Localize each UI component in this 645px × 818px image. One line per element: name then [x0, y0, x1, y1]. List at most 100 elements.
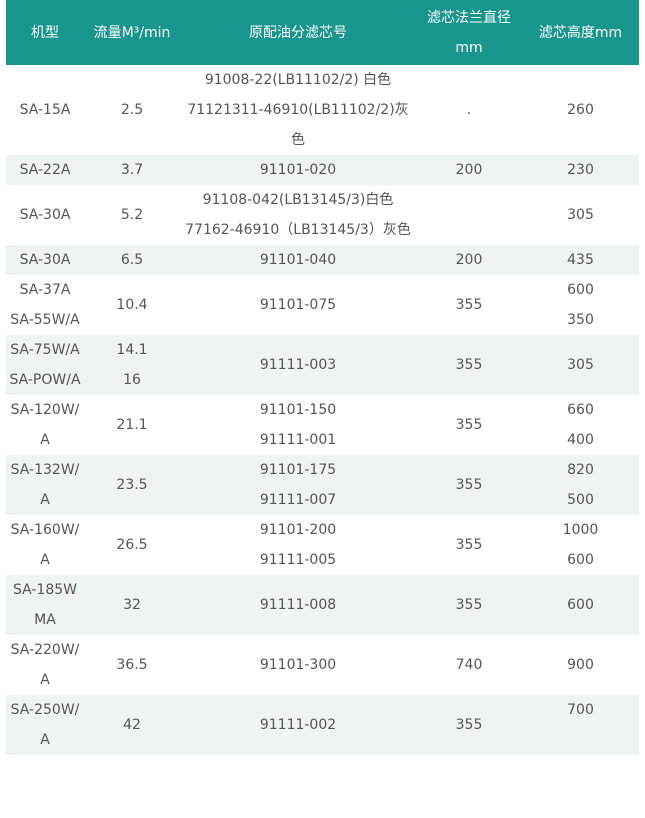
flow-cell-line: 32 — [123, 597, 141, 613]
filter-height-cell-line: 820 — [567, 462, 594, 478]
flange-diameter-cell — [416, 185, 522, 245]
filter-number-cell-line: 91101-200 — [259, 522, 337, 538]
flange-diameter-cell: 355 — [416, 515, 522, 575]
flange-diameter-cell-line: 200 — [455, 252, 483, 268]
filter-number-cell-line: 91101-150 — [259, 402, 337, 418]
filter-height-cell-line: 400 — [567, 432, 594, 448]
filter-number-cell-line: 77162-46910（LB13145/3）灰色 — [185, 222, 411, 238]
filter-height-cell-line: 435 — [567, 252, 594, 268]
filter-height-cell-line: 900 — [567, 657, 594, 673]
table-row: SA-15A 2.5 91008-22(LB11102/2) 白色 71121311-… — [6, 65, 639, 155]
flange-diameter-cell-line: 355 — [455, 477, 483, 493]
flange-diameter-cell: 355 — [416, 335, 522, 395]
filter-spec-table: 机型 流量M³/min 原配油分滤芯号 滤芯法兰直径 mm 滤芯高度mm SA-… — [6, 0, 639, 755]
flow-cell: 2.5 — [84, 65, 180, 155]
flow-cell: 26.5 — [84, 515, 180, 575]
model-cell: SA-120W/A — [6, 395, 84, 455]
model-cell-line: SA-250W/A — [10, 702, 80, 748]
flange-diameter-cell: 355 — [416, 695, 522, 755]
flow-cell: 23.5 — [84, 455, 180, 515]
flow-cell: 21.1 — [84, 395, 180, 455]
filter-height-cell: 305 — [522, 185, 639, 245]
table-header: 机型 流量M³/min 原配油分滤芯号 滤芯法兰直径 mm 滤芯高度mm — [6, 0, 639, 65]
filter-height-cell: 900 — [522, 635, 639, 695]
flow-cell: 42 — [84, 695, 180, 755]
table-body: SA-15A 2.5 91008-22(LB11102/2) 白色 71121311-… — [6, 65, 639, 755]
filter-number-cell-line: 91008-22(LB11102/2) 白色 — [204, 72, 392, 88]
flow-cell-line: 21.1 — [116, 417, 148, 433]
model-cell-line: SA-220W/A — [10, 642, 80, 688]
model-cell: SA-132W/A — [6, 455, 84, 515]
filter-height-cell-line: 350 — [567, 312, 594, 328]
filter-number-cell-line: 91101-020 — [259, 162, 337, 178]
flow-cell: 10.4 — [84, 275, 180, 335]
filter-number-cell-line: 71121311-46910(LB11102/2)灰色 — [187, 102, 409, 148]
model-cell: SA-160W/A — [6, 515, 84, 575]
filter-height-cell: 230 — [522, 155, 639, 185]
header-flange-diameter: 滤芯法兰直径 mm — [427, 9, 511, 56]
model-cell-line: SA-22A — [19, 162, 71, 178]
model-cell-line: SA-55W/A — [10, 312, 80, 328]
table-row: SA-30A 6.5 91101-040 200 435 — [6, 245, 639, 275]
filter-number-cell: 91101-150 91111-001 — [180, 395, 416, 455]
filter-number-cell: 91101-040 — [180, 245, 416, 275]
table-row: SA-75W/A SA-POW/A 14.1 16 91111-003 355 305 — [6, 335, 639, 395]
flange-diameter-cell-line: 355 — [455, 597, 483, 613]
filter-height-cell-line: 600 — [567, 552, 594, 568]
filter-number-cell-line: 91111-002 — [259, 717, 337, 733]
filter-number-cell-line: 91111-008 — [259, 597, 337, 613]
model-cell: SA-30A — [6, 185, 84, 245]
model-cell: SA-22A — [6, 155, 84, 185]
flange-diameter-cell: 200 — [416, 245, 522, 275]
filter-height-cell: 435 — [522, 245, 639, 275]
filter-number-cell-line: 91111-007 — [259, 492, 337, 508]
table-row: SA-160W/A 26.5 91101-200 91111-005 355 1000 60… — [6, 515, 639, 575]
model-cell-line: SA-160W/A — [10, 522, 80, 568]
filter-number-cell: 91101-175 91111-007 — [180, 455, 416, 515]
flow-cell-line: 16 — [123, 372, 141, 388]
model-cell: SA-75W/A SA-POW/A — [6, 335, 84, 395]
filter-height-cell-line: 305 — [567, 207, 594, 223]
flow-cell: 36.5 — [84, 635, 180, 695]
model-cell-line: SA-30A — [19, 252, 71, 268]
flange-diameter-cell: 355 — [416, 455, 522, 515]
filter-height-cell-line: 1000 — [562, 522, 599, 538]
table-row: SA-250W/A 42 91111-002 355 700 — [6, 695, 639, 755]
flange-diameter-cell-line: 355 — [455, 717, 483, 733]
flow-cell: 5.2 — [84, 185, 180, 245]
header-row: 机型 流量M³/min 原配油分滤芯号 滤芯法兰直径 mm 滤芯高度mm — [6, 0, 639, 65]
table-row: SA-37A SA-55W/A 10.4 91101-075 355 600 350 — [6, 275, 639, 335]
filter-height-cell-line: 305 — [567, 357, 594, 373]
flange-diameter-cell-line: 740 — [455, 657, 483, 673]
filter-height-cell: 700 — [522, 695, 639, 755]
flow-cell: 14.1 16 — [84, 335, 180, 395]
filter-number-cell-line: 91101-175 — [259, 462, 337, 478]
filter-height-cell-line: 700 — [567, 702, 594, 718]
model-cell-line: SA-132W/A — [10, 462, 80, 508]
model-cell: SA-185WMA — [6, 575, 84, 635]
filter-height-cell: 305 — [522, 335, 639, 395]
flange-diameter-cell: . — [416, 65, 522, 155]
filter-number-cell: 91101-200 91111-005 — [180, 515, 416, 575]
model-cell: SA-15A — [6, 65, 84, 155]
flange-diameter-cell: 355 — [416, 575, 522, 635]
filter-number-cell: 91111-003 — [180, 335, 416, 395]
filter-number-cell: 91111-002 — [180, 695, 416, 755]
table-row: SA-30A 5.2 91108-042(LB13145/3)白色 77162-469… — [6, 185, 639, 245]
header-model: 机型 — [31, 24, 59, 41]
model-cell-line: SA-37A — [19, 282, 71, 298]
flow-cell-line: 14.1 — [116, 342, 148, 358]
flow-cell: 3.7 — [84, 155, 180, 185]
flange-diameter-cell: 740 — [416, 635, 522, 695]
flange-diameter-cell-line — [418, 200, 520, 230]
filter-height-cell: 600 350 — [522, 275, 639, 335]
model-cell: SA-37A SA-55W/A — [6, 275, 84, 335]
model-cell-line: SA-POW/A — [9, 372, 81, 388]
table-row: SA-22A 3.7 91101-020 200 230 — [6, 155, 639, 185]
filter-number-cell-line: 91111-005 — [259, 552, 337, 568]
flow-cell-line: 36.5 — [116, 657, 148, 673]
filter-height-cell: 1000 600 — [522, 515, 639, 575]
filter-number-cell-line: 91101-040 — [259, 252, 337, 268]
filter-number-cell: 91111-008 — [180, 575, 416, 635]
table-row: SA-120W/A 21.1 91101-150 91111-001 355 660 400 — [6, 395, 639, 455]
